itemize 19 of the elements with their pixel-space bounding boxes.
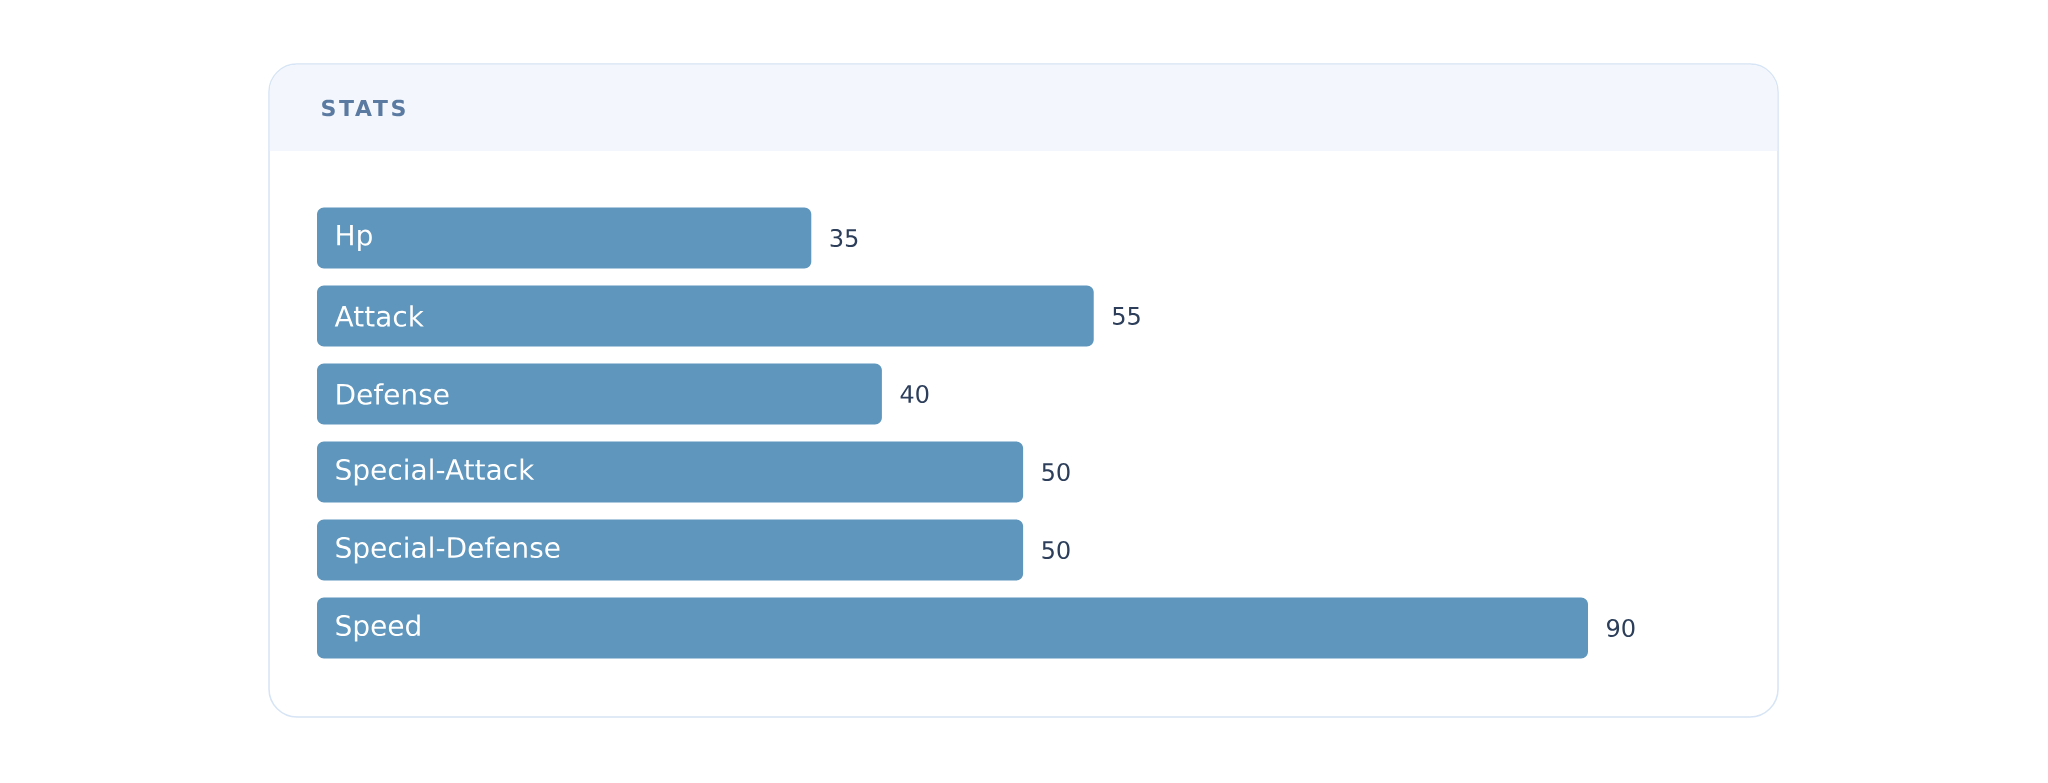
bar [317,597,1588,659]
data-label: 40 [900,384,929,404]
y-tick-label: Defense [337,383,449,405]
bar [317,363,882,425]
bar [317,519,1024,581]
y-tick-label: Hp [337,224,372,252]
y-tick-label: Special-Attack [336,458,535,486]
data-label: 50 [1042,540,1070,560]
y-tick-label: Speed [336,614,420,642]
y-tick-label: Attack [334,305,424,327]
y-tick-label: Special-Defense [336,536,560,564]
bar [317,285,1094,347]
chart-title: STATS [322,99,405,117]
data-label: 50 [1042,462,1070,482]
data-label: 55 [1113,307,1140,325]
data-label: 35 [830,228,858,248]
data-label: 90 [1607,618,1635,638]
bar [317,441,1024,503]
bar [317,207,812,269]
